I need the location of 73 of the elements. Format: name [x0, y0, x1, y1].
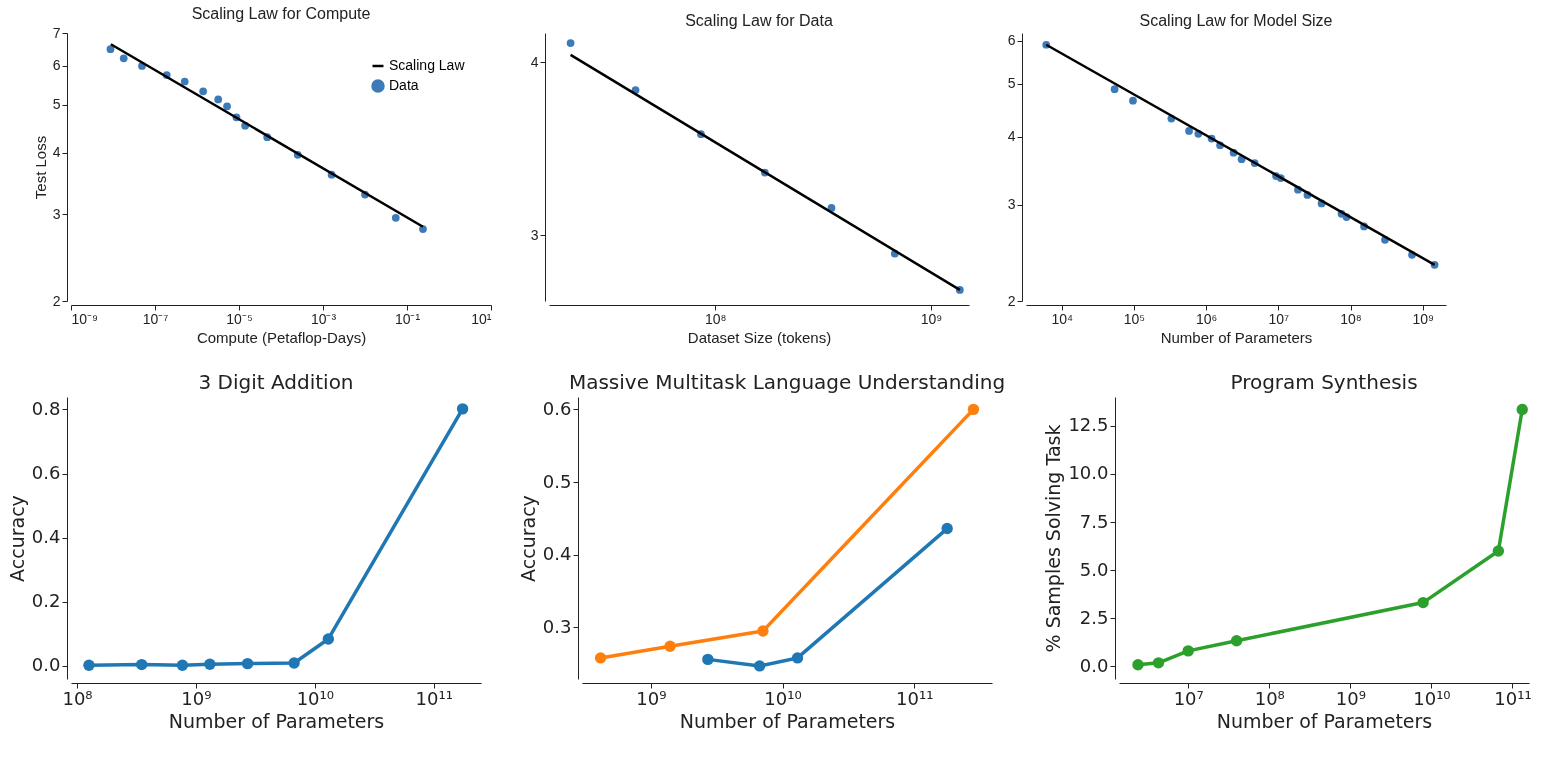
y-tick-label: 6 [52, 57, 61, 74]
y-tick-label: 4 [530, 53, 539, 70]
y-tick-label: 4 [1007, 128, 1016, 145]
x-tick-label: 10⁹ [920, 310, 943, 327]
y-tick-label: 0.3 [542, 615, 572, 637]
y-tick-label: 2 [52, 292, 61, 309]
x-tick-label: 10¹¹ [896, 687, 934, 709]
legend-label: Scaling Law [389, 57, 466, 73]
legend-label: Data [389, 77, 419, 93]
x-tick-label: 10⁵ [1123, 310, 1146, 327]
x-tick-label: 10⁸ [62, 687, 93, 709]
y-tick-label: 10.0 [1068, 462, 1109, 484]
x-tick-label: 10¹⁰ [1413, 687, 1451, 709]
x-tick-label: 10⁹ [181, 687, 212, 709]
x-tick-label: 10⁷ [1268, 310, 1290, 327]
y-tick-label: 0.8 [31, 398, 61, 419]
x-tick-label: 10⁻³ [310, 310, 337, 327]
y-tick-label: 5 [52, 96, 61, 113]
chart-title: Scaling Law for Compute [191, 5, 371, 22]
y-tick-label: 0.2 [31, 590, 61, 612]
y-axis-title: Accuracy [516, 495, 539, 582]
y-tick-label: 3 [530, 226, 539, 243]
chart-title: Scaling Law for Model Size [1139, 12, 1333, 29]
x-axis-title: Compute (Petaflop-Days) [196, 328, 367, 346]
y-tick-label: 5 [1007, 75, 1016, 92]
x-tick-label: 10⁴ [1051, 310, 1074, 327]
x-tick-label: 10⁹ [1335, 687, 1366, 709]
y-tick-label: 12.5 [1068, 414, 1109, 436]
x-tick-label: 10¹¹ [1494, 687, 1532, 709]
x-tick-label: 10⁷ [1173, 687, 1204, 709]
y-tick-label: 5.0 [1079, 558, 1109, 580]
y-tick-label: 0.0 [31, 654, 61, 676]
y-tick-label: 2 [1007, 292, 1016, 309]
y-tick-label: 0.5 [542, 470, 572, 492]
x-tick-label: 10⁹ [1412, 310, 1435, 327]
x-tick-label: 10⁻¹ [394, 310, 421, 327]
x-tick-label: 10¹¹ [415, 687, 453, 709]
chart-title: Program Synthesis [1230, 370, 1418, 394]
y-axis-title: Test Loss [31, 135, 49, 200]
x-tick-label: 10⁸ [704, 310, 727, 327]
y-tick-label: 4 [52, 144, 61, 161]
chart-title: Scaling Law for Data [685, 12, 833, 29]
x-tick-label: 10¹⁰ [764, 687, 802, 709]
y-tick-label: 7.5 [1079, 510, 1109, 532]
x-tick-label: 10⁸ [1340, 310, 1362, 327]
x-tick-label: 10⁶ [1195, 310, 1218, 327]
y-tick-label: 6 [1007, 32, 1016, 49]
y-tick-label: 0.4 [542, 543, 572, 565]
y-tick-label: 7 [52, 24, 61, 41]
y-tick-label: 2.5 [1079, 606, 1109, 628]
y-axis-title: Accuracy [5, 495, 28, 582]
x-axis-title: Number of Parameters [1216, 709, 1433, 732]
x-tick-label: 10⁻⁹ [71, 310, 99, 327]
y-tick-label: 0.6 [542, 397, 572, 419]
x-axis-title: Number of Parameters [168, 709, 385, 732]
x-tick-label: 10⁻⁵ [226, 310, 253, 327]
y-axis-title: % Samples Solving Task [1042, 424, 1065, 653]
x-tick-label: 10⁸ [1254, 687, 1285, 709]
y-tick-label: 0.6 [31, 462, 61, 484]
y-tick-label: 0.0 [1079, 654, 1109, 676]
y-tick-label: 0.4 [31, 526, 61, 548]
x-tick-label: 10⁹ [636, 687, 667, 709]
x-tick-label: 10¹⁰ [296, 687, 334, 709]
x-tick-label: 10⁻⁷ [142, 310, 169, 327]
y-tick-label: 3 [1007, 196, 1016, 213]
x-axis-title: Number of Parameters [679, 709, 896, 732]
x-axis-title: Number of Parameters [1160, 328, 1313, 346]
x-axis-title: Dataset Size (tokens) [687, 328, 832, 346]
chart-title: 3 Digit Addition [198, 370, 354, 394]
chart-title: Massive Multitask Language Understanding [568, 370, 1006, 394]
x-tick-label: 10¹ [471, 310, 492, 327]
point [566, 39, 575, 47]
y-tick-label: 3 [52, 205, 61, 222]
